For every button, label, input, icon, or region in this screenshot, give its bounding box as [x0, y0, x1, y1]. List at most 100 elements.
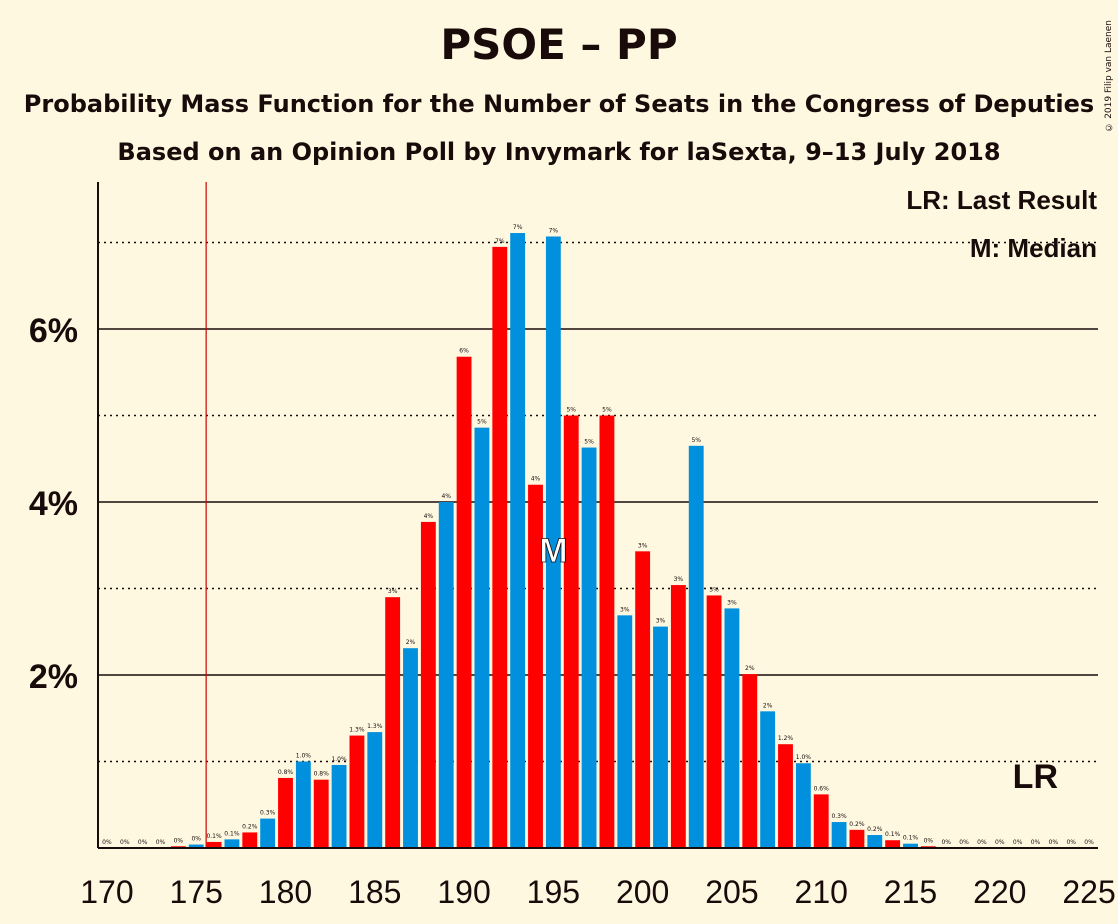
bar-value-label: 0% — [959, 839, 969, 846]
legend-last-result: LR: Last Result — [906, 185, 1097, 215]
chart-title: PSOE – PP — [440, 20, 678, 69]
x-tick-label: 180 — [259, 874, 312, 910]
bar-value-label: 4% — [441, 493, 451, 500]
bar-value-label: 1.0% — [331, 756, 347, 763]
bar-215 — [903, 843, 918, 848]
bar-175 — [188, 844, 204, 848]
bar-value-label: 5% — [691, 437, 701, 444]
bar-value-label: 6% — [459, 348, 469, 355]
bar-187 — [403, 648, 418, 848]
bar-178 — [242, 832, 258, 848]
bar-value-label: 5% — [584, 439, 594, 446]
bar-197 — [581, 447, 597, 848]
bar-value-label: 3% — [727, 599, 737, 606]
bar-180 — [278, 777, 293, 848]
legend-median: M: Median — [970, 233, 1097, 263]
bar-189 — [438, 502, 454, 848]
bar-214 — [885, 840, 901, 848]
bar-value-label: 1.0% — [796, 754, 812, 761]
bar-182 — [313, 779, 329, 848]
bar-190 — [456, 356, 472, 848]
bar-206 — [742, 674, 758, 848]
bar-191 — [474, 427, 490, 848]
bar-value-label: 5% — [477, 419, 487, 426]
gridlines: 2% 4% 6% — [29, 182, 1098, 848]
bar-200 — [635, 551, 651, 848]
bar-value-label: 3% — [620, 606, 630, 613]
bar-value-label: 0% — [174, 837, 184, 844]
x-tick-label: 175 — [170, 874, 223, 910]
bar-labels: 0% 0% 0% 0% 0% 0% 0.1% 0.1%0.2%0.3%0.8%1.0%0.8%… — [102, 224, 1094, 846]
bar-value-label: 1.3% — [349, 727, 365, 734]
bar-value-label: 0% — [995, 839, 1005, 846]
bar-value-label: 5% — [602, 407, 612, 414]
bar-211 — [831, 822, 847, 848]
bar-value-label: 0% — [138, 839, 148, 846]
bar-value-label: 0.8% — [278, 769, 294, 776]
chart-subtitle: Probability Mass Function for the Number… — [23, 90, 1095, 118]
bar-value-label: 3% — [709, 586, 719, 593]
bar-value-label: 0.3% — [260, 810, 276, 817]
bar-value-label: 4% — [531, 476, 541, 483]
bar-value-label: 7% — [495, 238, 505, 245]
bar-value-label: 0.2% — [849, 821, 865, 828]
bar-213 — [867, 835, 883, 848]
bar-value-label: 0% — [1066, 839, 1076, 846]
bar-181 — [295, 761, 311, 848]
bar-value-label: 0% — [924, 837, 934, 844]
y-tick-label: 2% — [29, 658, 78, 696]
x-tick-label: 195 — [527, 874, 580, 910]
bar-value-label: 5% — [566, 407, 576, 414]
x-tick-label: 215 — [884, 874, 937, 910]
bar-value-label: 0% — [1084, 839, 1094, 846]
bar-201 — [653, 626, 668, 848]
bar-value-label: 3% — [674, 576, 684, 583]
bar-value-label: 0% — [1013, 839, 1023, 846]
axes: 170 175 180 185 190 195 200 205 210 215 220 225 M LR — [80, 182, 1116, 910]
x-tick-label: 205 — [705, 874, 758, 910]
bar-207 — [760, 711, 776, 848]
bar-193 — [510, 233, 526, 848]
bar-179 — [260, 818, 276, 848]
bar-value-label: 0.2% — [242, 823, 258, 830]
bar-204 — [706, 595, 722, 848]
bar-value-label: 0% — [156, 839, 166, 846]
bar-value-label: 1.3% — [367, 723, 383, 730]
bar-value-label: 1.2% — [778, 735, 794, 742]
bar-value-label: 0.1% — [224, 830, 240, 837]
bar-210 — [813, 794, 829, 848]
bar-value-label: 0.1% — [206, 833, 222, 840]
bar-208 — [778, 744, 793, 848]
bar-value-label: 0.2% — [867, 826, 883, 833]
bar-212 — [849, 829, 865, 848]
x-tick-label: 225 — [1062, 874, 1115, 910]
y-tick-label: 4% — [29, 485, 78, 523]
bar-177 — [224, 839, 240, 848]
bar-value-label: 0% — [941, 839, 951, 846]
bar-value-label: 4% — [424, 513, 434, 520]
bar-value-label: 3% — [638, 542, 648, 549]
bar-209 — [795, 763, 811, 848]
bar-192 — [492, 246, 508, 849]
bar-value-label: 0.1% — [885, 831, 901, 838]
bar-186 — [385, 597, 401, 848]
bar-value-label: 0.1% — [903, 835, 919, 842]
bar-value-label: 0.6% — [814, 785, 830, 792]
bar-188 — [420, 521, 436, 848]
bar-value-label: 0% — [1031, 839, 1041, 846]
bar-185 — [367, 732, 383, 848]
bar-value-label: 3% — [388, 588, 398, 595]
bar-value-label: 0% — [102, 839, 112, 846]
bar-value-label: 2% — [763, 702, 773, 709]
bar-value-label: 0.3% — [831, 813, 847, 820]
median-marker: M — [539, 532, 567, 570]
bar-value-label: 7% — [549, 227, 559, 234]
bar-195 — [545, 236, 561, 848]
chart-subtitle-poll: Based on an Opinion Poll by Invymark for… — [117, 138, 1001, 166]
bar-202 — [670, 585, 686, 848]
bar-205 — [724, 608, 740, 848]
x-tick-label: 190 — [437, 874, 490, 910]
bar-value-label: 7% — [513, 224, 523, 231]
bar-199 — [617, 615, 633, 848]
bar-value-label: 0.8% — [314, 771, 330, 778]
